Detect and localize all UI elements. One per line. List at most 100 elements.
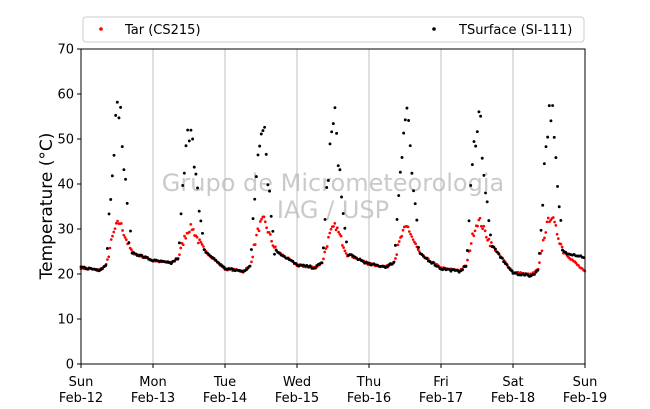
tar-point <box>543 236 546 240</box>
tsurface-point <box>115 100 119 104</box>
tsurface-point <box>395 217 399 221</box>
tar-point <box>555 232 559 236</box>
y-tick-label: 60 <box>57 88 74 103</box>
tar-point <box>334 228 338 232</box>
x-tick-label-date: Feb-19 <box>563 391 607 406</box>
tsurface-point <box>313 266 317 270</box>
tsurface-point <box>256 153 260 157</box>
watermark-line-2: IAG / USP <box>277 196 389 224</box>
tar-point <box>325 245 329 248</box>
tar-point <box>410 235 414 238</box>
tsurface-point <box>117 116 121 120</box>
y-tick-label: 10 <box>57 313 74 328</box>
vertical-gridlines <box>152 49 514 364</box>
tsurface-point <box>330 130 334 134</box>
tar-point <box>111 234 114 238</box>
x-tick-label-date: Feb-16 <box>347 391 391 406</box>
tsurface-point <box>343 226 347 230</box>
legend: Tar (CS215) TSurface (SI-111) <box>82 16 585 43</box>
tsurface-point <box>472 140 476 143</box>
tar-point <box>250 260 253 264</box>
tsurface-point <box>542 162 546 166</box>
tsurface-point <box>556 184 559 188</box>
tar-point <box>323 250 327 254</box>
tar-point <box>107 255 111 259</box>
tar-point <box>341 244 344 247</box>
tsurface-point <box>536 268 540 272</box>
tsurface-point <box>340 195 343 199</box>
tsurface-point <box>415 218 419 222</box>
tar-point <box>195 235 199 239</box>
y-tick-label: 0 <box>66 358 74 373</box>
tsurface-point <box>420 252 424 256</box>
tsurface-point <box>510 269 514 273</box>
tsurface-point <box>197 209 201 213</box>
tar-point <box>557 237 560 240</box>
tar-point <box>551 216 555 219</box>
tar-point <box>541 238 545 242</box>
tsurface-point <box>392 260 396 264</box>
y-tick-label: 30 <box>57 223 74 238</box>
tar-point <box>409 232 412 236</box>
y-tick-label: 70 <box>57 43 74 58</box>
tsurface-point <box>393 243 397 247</box>
tar-point <box>270 239 273 243</box>
tar-point <box>394 257 397 260</box>
tsurface-point <box>333 106 337 110</box>
tar-point <box>332 225 335 228</box>
tar-point <box>476 224 479 228</box>
tar-point <box>322 257 325 261</box>
tar-point <box>414 242 417 246</box>
tar-point <box>108 246 112 250</box>
tar-point <box>112 230 116 234</box>
tar-point <box>113 227 117 231</box>
tar-point <box>553 220 556 224</box>
tsurface-point <box>177 241 181 245</box>
x-tick-label-day: Sat <box>502 375 523 390</box>
tar-point <box>179 246 183 250</box>
tsurface-point <box>266 183 270 187</box>
x-tick-label-day: Sun <box>69 375 94 390</box>
tsurface-point <box>194 172 198 176</box>
tsurface-point <box>410 171 414 175</box>
x-tick-label-day: Tue <box>213 375 236 390</box>
y-axis: 0 10 20 30 40 50 60 70 <box>57 43 81 373</box>
tsurface-point <box>546 135 550 139</box>
tar-point <box>106 258 109 261</box>
tsurface-point <box>246 266 250 270</box>
tar-point <box>262 215 266 219</box>
tsurface-point <box>492 245 496 249</box>
tsurface-point <box>110 174 114 178</box>
tsurface-point <box>271 229 275 233</box>
tsurface-point <box>201 231 204 235</box>
tsurface-point <box>400 155 404 159</box>
tsurface-point <box>129 229 132 233</box>
tar-point <box>342 246 345 249</box>
x-tick-label-date: Feb-18 <box>491 391 535 406</box>
tsurface-point <box>264 152 268 156</box>
tsurface-point <box>189 128 193 132</box>
tsurface-point <box>479 114 483 118</box>
tsurface-point <box>403 118 407 122</box>
tar-point <box>189 223 193 226</box>
tsurface-point <box>469 183 473 187</box>
legend-marker-tar <box>99 27 103 31</box>
tar-point <box>200 243 204 246</box>
tsurface-point <box>477 110 481 114</box>
y-tick-label: 50 <box>57 133 74 148</box>
tsurface-point <box>482 173 486 177</box>
tsurface-point <box>328 142 332 146</box>
tar-point <box>411 238 415 241</box>
x-tick-label-day: Fri <box>433 375 449 390</box>
tar-point <box>263 220 267 224</box>
tar-point <box>123 236 127 239</box>
tsurface-point <box>119 105 123 109</box>
tsurface-point <box>402 131 406 135</box>
tsurface-point <box>507 266 511 270</box>
tar-point <box>538 261 541 265</box>
tsurface-point <box>537 251 541 255</box>
tar-point <box>329 227 333 231</box>
tar-point <box>559 242 563 246</box>
tsurface-point <box>192 165 196 169</box>
